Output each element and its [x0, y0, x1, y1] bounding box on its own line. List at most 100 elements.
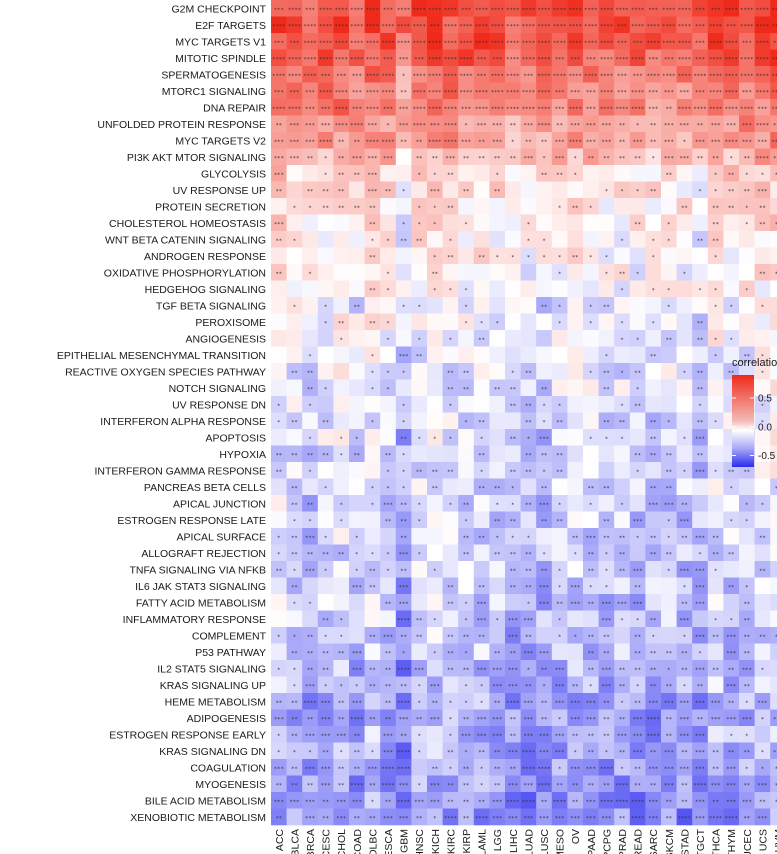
significance-star: ***	[383, 156, 393, 162]
heatmap-cell	[364, 379, 381, 397]
heatmap-cell	[458, 511, 475, 529]
heatmap-cell	[707, 709, 724, 727]
heatmap-cell	[614, 775, 631, 793]
heatmap-cell	[395, 660, 412, 677]
heatmap-cell	[770, 313, 777, 331]
heatmap-cell	[645, 643, 662, 661]
heatmap-cell	[364, 544, 381, 562]
significance-star: ***	[570, 90, 580, 96]
significance-star: **	[338, 783, 345, 789]
significance-star: *	[620, 436, 623, 442]
heatmap-cell	[395, 577, 412, 595]
row-label: BILE ACID METABOLISM	[145, 795, 266, 807]
significance-star: ****	[740, 24, 753, 30]
heatmap-cell	[676, 115, 693, 133]
heatmap-cell	[598, 693, 615, 710]
heatmap-cell	[661, 214, 677, 232]
heatmap-cell	[520, 478, 537, 496]
heatmap-cell	[551, 132, 568, 149]
heatmap-cell	[629, 478, 646, 496]
significance-star: **	[416, 238, 423, 244]
heatmap-cell	[629, 0, 646, 17]
heatmap-cell	[551, 808, 568, 826]
significance-star: ***	[633, 733, 643, 739]
heatmap-cell	[520, 676, 537, 694]
heatmap-cell	[302, 0, 319, 17]
significance-star: **	[775, 783, 777, 789]
heatmap-cell	[645, 115, 662, 133]
heatmap-cell	[411, 330, 428, 347]
heatmap-cell	[411, 511, 428, 529]
heatmap-cell	[442, 33, 459, 50]
heatmap-cell	[333, 264, 350, 281]
significance-star: *	[464, 123, 467, 129]
heatmap-cell	[380, 346, 397, 364]
significance-star: ***	[274, 172, 284, 178]
heatmap-cell	[395, 82, 412, 100]
significance-star: **	[525, 139, 532, 145]
heatmap-cell	[364, 726, 381, 743]
heatmap-cell	[286, 808, 303, 826]
heatmap-cell	[583, 528, 599, 545]
significance-star: **	[322, 552, 329, 558]
significance-star: ***	[711, 783, 721, 789]
significance-star: ***	[695, 90, 705, 96]
significance-star: **	[369, 222, 376, 228]
significance-star: **	[291, 783, 298, 789]
heatmap-cell	[271, 660, 287, 677]
heatmap-cell	[536, 577, 553, 595]
significance-star: ***	[601, 601, 611, 607]
significance-star: *	[558, 618, 561, 624]
heatmap-cell	[505, 214, 521, 232]
heatmap-cell	[692, 709, 709, 727]
heatmap-cell	[286, 264, 303, 281]
heatmap-cell	[645, 198, 662, 215]
significance-star: ***	[305, 684, 315, 690]
significance-star: ***	[399, 601, 409, 607]
significance-star: ***	[336, 799, 346, 805]
significance-star: *	[340, 436, 343, 442]
heatmap-cell	[567, 775, 584, 793]
significance-star: ***	[414, 799, 424, 805]
heatmap-cell	[302, 198, 319, 215]
significance-star: **	[353, 733, 360, 739]
heatmap-cell	[520, 759, 537, 776]
heatmap-cell	[770, 792, 777, 809]
heatmap-cell	[395, 709, 412, 727]
heatmap-cell	[739, 181, 755, 199]
heatmap-cell	[271, 132, 287, 149]
heatmap-cell	[271, 363, 287, 380]
significance-star: ***	[274, 90, 284, 96]
significance-star: ***	[492, 667, 502, 673]
heatmap-cell	[505, 363, 521, 380]
significance-star: *	[589, 255, 592, 261]
heatmap-cell	[707, 759, 724, 776]
significance-star: ****	[771, 90, 777, 96]
heatmap-cell	[536, 742, 553, 760]
heatmap-cell	[598, 808, 615, 826]
heatmap-cell	[567, 363, 584, 380]
heatmap-cell	[333, 610, 350, 628]
heatmap-cell	[271, 462, 287, 479]
significance-star: **	[587, 156, 594, 162]
heatmap-cell	[427, 528, 443, 545]
heatmap-cell	[458, 247, 475, 265]
column-label: TGCT	[695, 828, 707, 854]
heatmap-cell	[458, 198, 475, 215]
heatmap-cell	[442, 0, 459, 17]
heatmap-cell	[707, 792, 724, 809]
significance-star: **	[369, 568, 376, 574]
heatmap-cell	[489, 214, 506, 232]
heatmap-cell	[661, 627, 677, 644]
significance-star: **	[775, 172, 777, 178]
heatmap-cell	[629, 379, 646, 397]
heatmap-cell	[692, 363, 709, 380]
significance-star: **	[634, 651, 641, 657]
heatmap-cell	[676, 181, 693, 199]
heatmap-cell	[458, 346, 475, 364]
heatmap-cell	[473, 132, 490, 149]
significance-star: ***	[523, 733, 533, 739]
heatmap-cell	[489, 775, 506, 793]
heatmap-cell	[770, 231, 777, 248]
heatmap-cell	[598, 49, 615, 67]
